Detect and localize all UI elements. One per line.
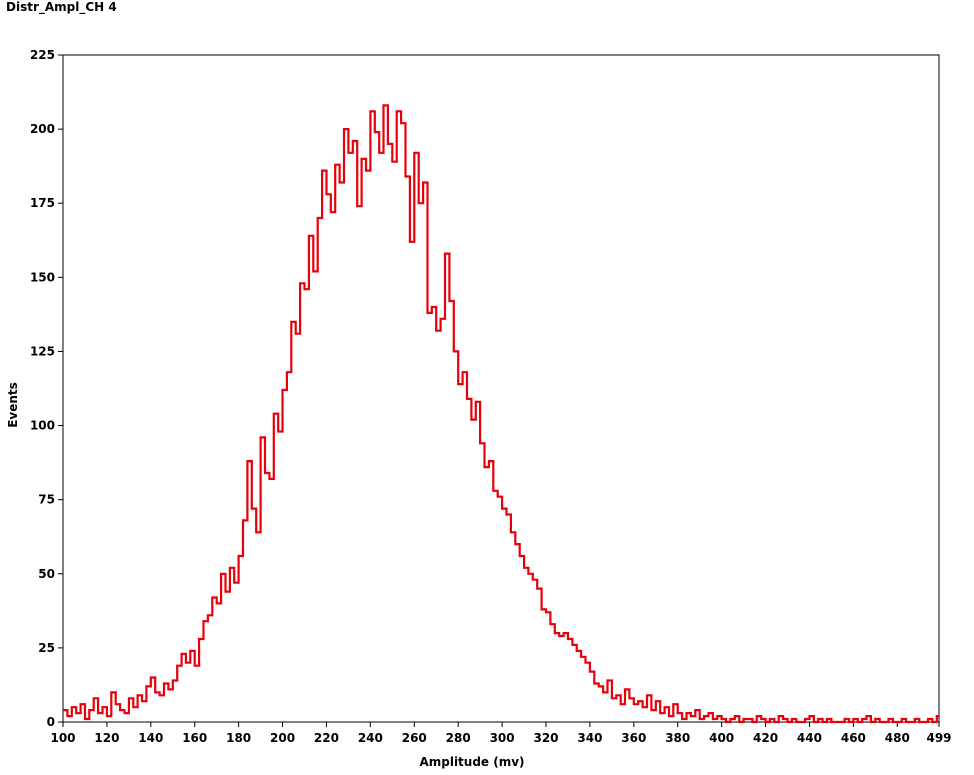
x-tick-label: 400 — [709, 731, 734, 745]
y-axis: 0 25 50 75 100 125 150 175 200 225 — [30, 48, 63, 729]
x-axis-label: Amplitude (mv) — [419, 755, 524, 769]
x-tick-label: 340 — [577, 731, 602, 745]
x-tick-label: 440 — [797, 731, 822, 745]
plot-area — [62, 54, 940, 723]
chart-title: Distr_Ampl_CH 4 — [6, 0, 117, 14]
series-line — [63, 104, 939, 724]
x-tick-label: 420 — [753, 731, 778, 745]
x-tick-label: 240 — [358, 731, 383, 745]
x-tick-label: 160 — [182, 731, 207, 745]
x-tick-label: 100 — [50, 731, 75, 745]
x-tick-label: 360 — [621, 731, 646, 745]
y-tick-label: 25 — [38, 641, 55, 655]
x-tick-label: 260 — [402, 731, 427, 745]
x-tick-label: 120 — [94, 731, 119, 745]
x-tick-label: 480 — [885, 731, 910, 745]
x-axis: 100 120 140 160 180 200 220 240 260 280 300 320 340 3… — [50, 722, 952, 745]
x-tick-label: 200 — [270, 731, 295, 745]
x-tick-label: 499 — [926, 731, 951, 745]
y-tick-label: 50 — [38, 567, 55, 581]
x-tick-label: 320 — [533, 731, 558, 745]
y-tick-label: 75 — [38, 493, 55, 507]
y-tick-label: 0 — [47, 715, 55, 729]
x-tick-label: 460 — [841, 731, 866, 745]
y-tick-label: 125 — [30, 344, 55, 358]
y-tick-label: 100 — [30, 419, 55, 433]
x-tick-label: 180 — [226, 731, 251, 745]
x-tick-label: 220 — [314, 731, 339, 745]
y-axis-label: Events — [6, 382, 20, 428]
y-tick-label: 200 — [30, 122, 55, 136]
x-tick-label: 280 — [446, 731, 471, 745]
y-tick-label: 150 — [30, 270, 55, 284]
x-tick-label: 140 — [138, 731, 163, 745]
y-tick-label: 225 — [30, 48, 55, 62]
x-tick-label: 300 — [490, 731, 515, 745]
x-tick-label: 380 — [665, 731, 690, 745]
y-tick-label: 175 — [30, 196, 55, 210]
